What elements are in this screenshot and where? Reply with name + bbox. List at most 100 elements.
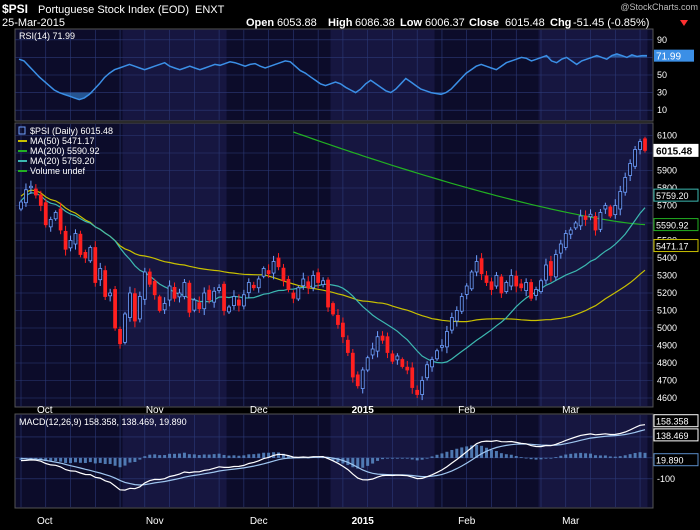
candle-body xyxy=(603,205,608,210)
candle-body xyxy=(152,281,157,296)
macd-histogram-bar xyxy=(638,452,642,458)
candle-body xyxy=(474,261,479,273)
candle-body xyxy=(400,359,405,367)
macd-histogram-bar xyxy=(549,457,553,459)
macd-histogram-bar xyxy=(351,457,355,468)
macd-histogram-bar xyxy=(281,453,285,458)
candle-body xyxy=(78,233,83,255)
candle-body xyxy=(43,202,48,226)
macd-panel: MACD(12,26,9) 158.358, 138.469, 19.890 -… xyxy=(14,413,699,509)
candle-body xyxy=(583,215,588,220)
macd-value-tag-text: 19.890 xyxy=(656,456,684,466)
macd-histogram-bar xyxy=(574,453,578,458)
macd-histogram-bar xyxy=(232,455,236,458)
candle-body xyxy=(217,287,221,291)
macd-histogram-bar xyxy=(177,453,181,458)
candle-body xyxy=(137,296,142,320)
candle-body xyxy=(484,275,489,283)
candle-body xyxy=(246,282,251,294)
candle-body xyxy=(613,205,618,215)
macd-histogram-bar xyxy=(73,457,77,463)
candle-body xyxy=(222,283,226,311)
candle-body xyxy=(380,335,385,341)
macd-histogram-bar xyxy=(628,454,632,458)
candle-body xyxy=(197,302,202,310)
macd-histogram-bar xyxy=(277,452,281,458)
price-legend-entry: $PSI (Daily) 6015.48 xyxy=(30,126,113,136)
macd-histogram-bar xyxy=(371,457,375,464)
macd-histogram-bar xyxy=(187,454,191,458)
month-band xyxy=(122,124,227,406)
macd-legend: MACD(12,26,9) 158.358, 138.469, 19.890 xyxy=(19,417,187,427)
macd-histogram-bar xyxy=(321,457,325,459)
macd-histogram-bar xyxy=(361,457,365,468)
candle-body xyxy=(38,194,43,206)
low-label: Low xyxy=(400,17,422,29)
macd-signal-line xyxy=(20,429,646,486)
price-value-tag-text: 5590.92 xyxy=(656,221,689,231)
candle-body xyxy=(395,355,400,361)
macd-histogram-bar xyxy=(34,457,38,459)
month-band xyxy=(330,124,435,406)
macd-histogram-bar xyxy=(356,457,360,469)
rsi-tick-label: 50 xyxy=(657,70,667,80)
price-value-tag xyxy=(653,188,699,202)
macd-histogram-bar xyxy=(569,453,573,458)
candle-body xyxy=(449,317,454,331)
macd-histogram-bar xyxy=(98,457,102,463)
candle-body xyxy=(375,336,380,352)
price-tick-label: 5900 xyxy=(657,166,677,176)
candle-body xyxy=(509,275,514,287)
candle-body xyxy=(321,280,325,285)
macd-histogram-bar xyxy=(39,457,43,460)
macd-histogram-bar xyxy=(118,457,122,468)
macd-line xyxy=(20,424,646,491)
candle-body xyxy=(182,282,187,297)
macd-histogram-bar xyxy=(148,454,152,458)
candle-body xyxy=(390,353,395,362)
open-value: 6053.88 xyxy=(277,17,317,29)
macd-histogram-bar xyxy=(425,457,429,459)
candle-body xyxy=(608,206,613,217)
candle-body xyxy=(331,303,335,315)
x-axis-labels-macd: Oct Nov Dec 2015 Feb Mar xyxy=(37,516,580,527)
candle-body xyxy=(539,280,543,293)
candle-body xyxy=(425,364,429,379)
chart-header: $PSI Portuguese Stock Index (EOD) ENXT 2… xyxy=(2,2,698,29)
macd-histogram-bar xyxy=(480,445,484,458)
candle-body xyxy=(479,258,484,275)
macd-histogram-bar xyxy=(173,453,177,458)
candle-body xyxy=(435,350,439,360)
candle-body xyxy=(33,188,38,196)
macd-histogram-bar xyxy=(153,454,157,458)
index-name: Portuguese Stock Index (EOD) xyxy=(38,4,189,16)
candle-body xyxy=(232,296,236,307)
candle-body xyxy=(128,292,132,318)
price-tick-label: 5400 xyxy=(657,253,677,263)
macd-histogram-bar xyxy=(376,457,380,461)
candle-body xyxy=(529,282,533,299)
month-band xyxy=(122,415,227,507)
x-tick-label-month: Oct xyxy=(37,405,53,416)
macd-histogram-bar xyxy=(207,454,211,458)
candle-body xyxy=(162,303,167,311)
price-tick-label: 5000 xyxy=(657,323,677,333)
candle-body xyxy=(365,357,370,371)
candle-body xyxy=(68,240,73,249)
candle-body xyxy=(593,215,598,231)
candle-body xyxy=(568,229,573,235)
candle-body xyxy=(241,294,246,307)
candle-body xyxy=(172,286,177,299)
chg-value: -51.45 (-0.85%) xyxy=(573,17,649,29)
rsi-line xyxy=(18,53,647,101)
candle-body xyxy=(98,268,103,281)
macd-histogram-bar xyxy=(78,457,82,463)
macd-histogram-bar xyxy=(336,457,340,463)
candle-body xyxy=(63,230,68,250)
x-axis-labels-price: Oct Nov Dec 2015 Feb Mar xyxy=(37,405,580,416)
low-value: 6006.37 xyxy=(425,17,465,29)
candle-body xyxy=(326,279,330,308)
macd-histogram-bar xyxy=(529,457,533,460)
macd-histogram-bar xyxy=(514,456,518,458)
